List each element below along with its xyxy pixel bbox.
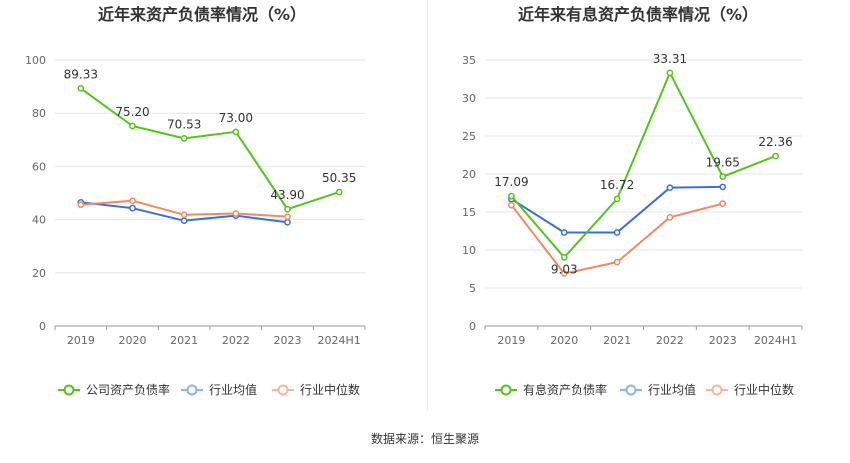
data-point: [232, 128, 240, 136]
data-label: 43.90: [270, 188, 304, 202]
x-tick-label: 2024H1: [754, 334, 797, 347]
data-point: [77, 201, 85, 209]
data-label: 75.20: [115, 105, 149, 119]
data-point: [180, 217, 188, 225]
legend-marker-icon: [186, 384, 198, 396]
data-label: 50.35: [322, 171, 356, 185]
y-tick-label: 100: [25, 54, 46, 67]
y-tick-label: 5: [469, 282, 476, 295]
x-tick-label: 2022: [222, 334, 250, 347]
legend-marker-icon: [711, 384, 723, 396]
data-point: [560, 254, 568, 261]
data-label: 19.65: [706, 156, 740, 170]
data-point: [77, 85, 85, 92]
data-point: [772, 152, 779, 160]
data-point: [335, 188, 343, 196]
data-point: [666, 213, 674, 221]
y-tick-label: 20: [462, 168, 476, 181]
data-point: [719, 173, 727, 181]
data-point: [284, 218, 291, 226]
legend-label: 行业中位数: [300, 382, 360, 397]
legend-marker-icon: [63, 384, 75, 396]
legend-label: 有息资产负债率: [523, 382, 607, 397]
x-tick-label: 2020: [550, 334, 578, 347]
data-point: [560, 270, 568, 277]
data-point: [129, 122, 136, 130]
chart-title: 近年来有息资产负债率情况（%）: [518, 5, 758, 24]
y-tick-label: 0: [469, 320, 476, 333]
y-tick-label: 15: [462, 206, 476, 219]
data-point: [508, 192, 515, 200]
data-point: [232, 210, 240, 217]
data-point: [719, 183, 727, 191]
data-point: [284, 205, 291, 213]
data-label: 70.53: [167, 117, 201, 131]
data-point: [666, 184, 674, 192]
legend-marker-icon: [500, 384, 512, 396]
chart-1: 近年来资产负债率情况（%） 0 20 40 60 80 100 2019 2020 2021 202…: [25, 5, 366, 397]
y-tick-label: 10: [462, 244, 476, 257]
data-label: 22.36: [758, 135, 792, 149]
y-tick-label: 25: [462, 130, 476, 143]
x-tick-label: 2021: [170, 334, 198, 347]
x-tick-label: 2021: [603, 334, 631, 347]
x-tick-label: 2019: [497, 334, 525, 347]
x-tick-label: 2020: [119, 334, 147, 347]
data-point: [180, 211, 188, 219]
legend-label: 行业均值: [648, 382, 696, 397]
data-label: 33.31: [653, 52, 687, 66]
chart-2: 近年来有息资产负债率情况（%） 0 5 10 15 20 25 30 35 2019 2020 202…: [462, 5, 803, 397]
y-tick-label: 20: [32, 267, 46, 280]
legend-label: 行业均值: [209, 382, 257, 397]
legend-label: 行业中位数: [734, 382, 794, 397]
y-tick-label: 35: [462, 54, 476, 67]
x-tick-label: 2019: [67, 334, 95, 347]
legend-marker-icon: [625, 384, 637, 396]
panel-divider: [427, 0, 428, 410]
data-point: [613, 195, 621, 203]
data-label: 9.03: [551, 262, 578, 276]
data-point: [180, 135, 188, 142]
data-point: [719, 200, 727, 207]
y-tick-label: 0: [39, 320, 46, 333]
data-point: [613, 258, 621, 266]
y-tick-label: 30: [462, 92, 476, 105]
data-point: [129, 204, 136, 212]
source-note: 数据来源：恒生聚源: [370, 432, 479, 446]
data-point: [560, 229, 568, 236]
data-point: [613, 229, 621, 236]
data-point: [508, 201, 515, 209]
x-tick-label: 2024H1: [318, 334, 361, 347]
data-label: 16.72: [600, 178, 634, 192]
data-point: [129, 197, 136, 205]
x-tick-label: 2023: [709, 334, 737, 347]
data-label: 73.00: [219, 111, 253, 125]
x-tick-label: 2023: [274, 334, 302, 347]
legend-label: 公司资产负债率: [86, 382, 170, 397]
y-tick-label: 60: [32, 160, 46, 173]
chart-title: 近年来资产负债率情况（%）: [98, 5, 306, 24]
series-line-1: [80, 87, 340, 211]
data-point: [284, 213, 291, 221]
x-tick-label: 2022: [656, 334, 684, 347]
series-line-2: [510, 185, 723, 234]
data-point: [666, 69, 674, 77]
y-tick-label: 80: [32, 107, 46, 120]
data-label: 17.09: [494, 175, 528, 189]
y-tick-label: 40: [32, 214, 46, 227]
legend-marker-icon: [277, 384, 289, 396]
data-label: 89.33: [64, 67, 98, 81]
series-line-1: [510, 71, 776, 259]
